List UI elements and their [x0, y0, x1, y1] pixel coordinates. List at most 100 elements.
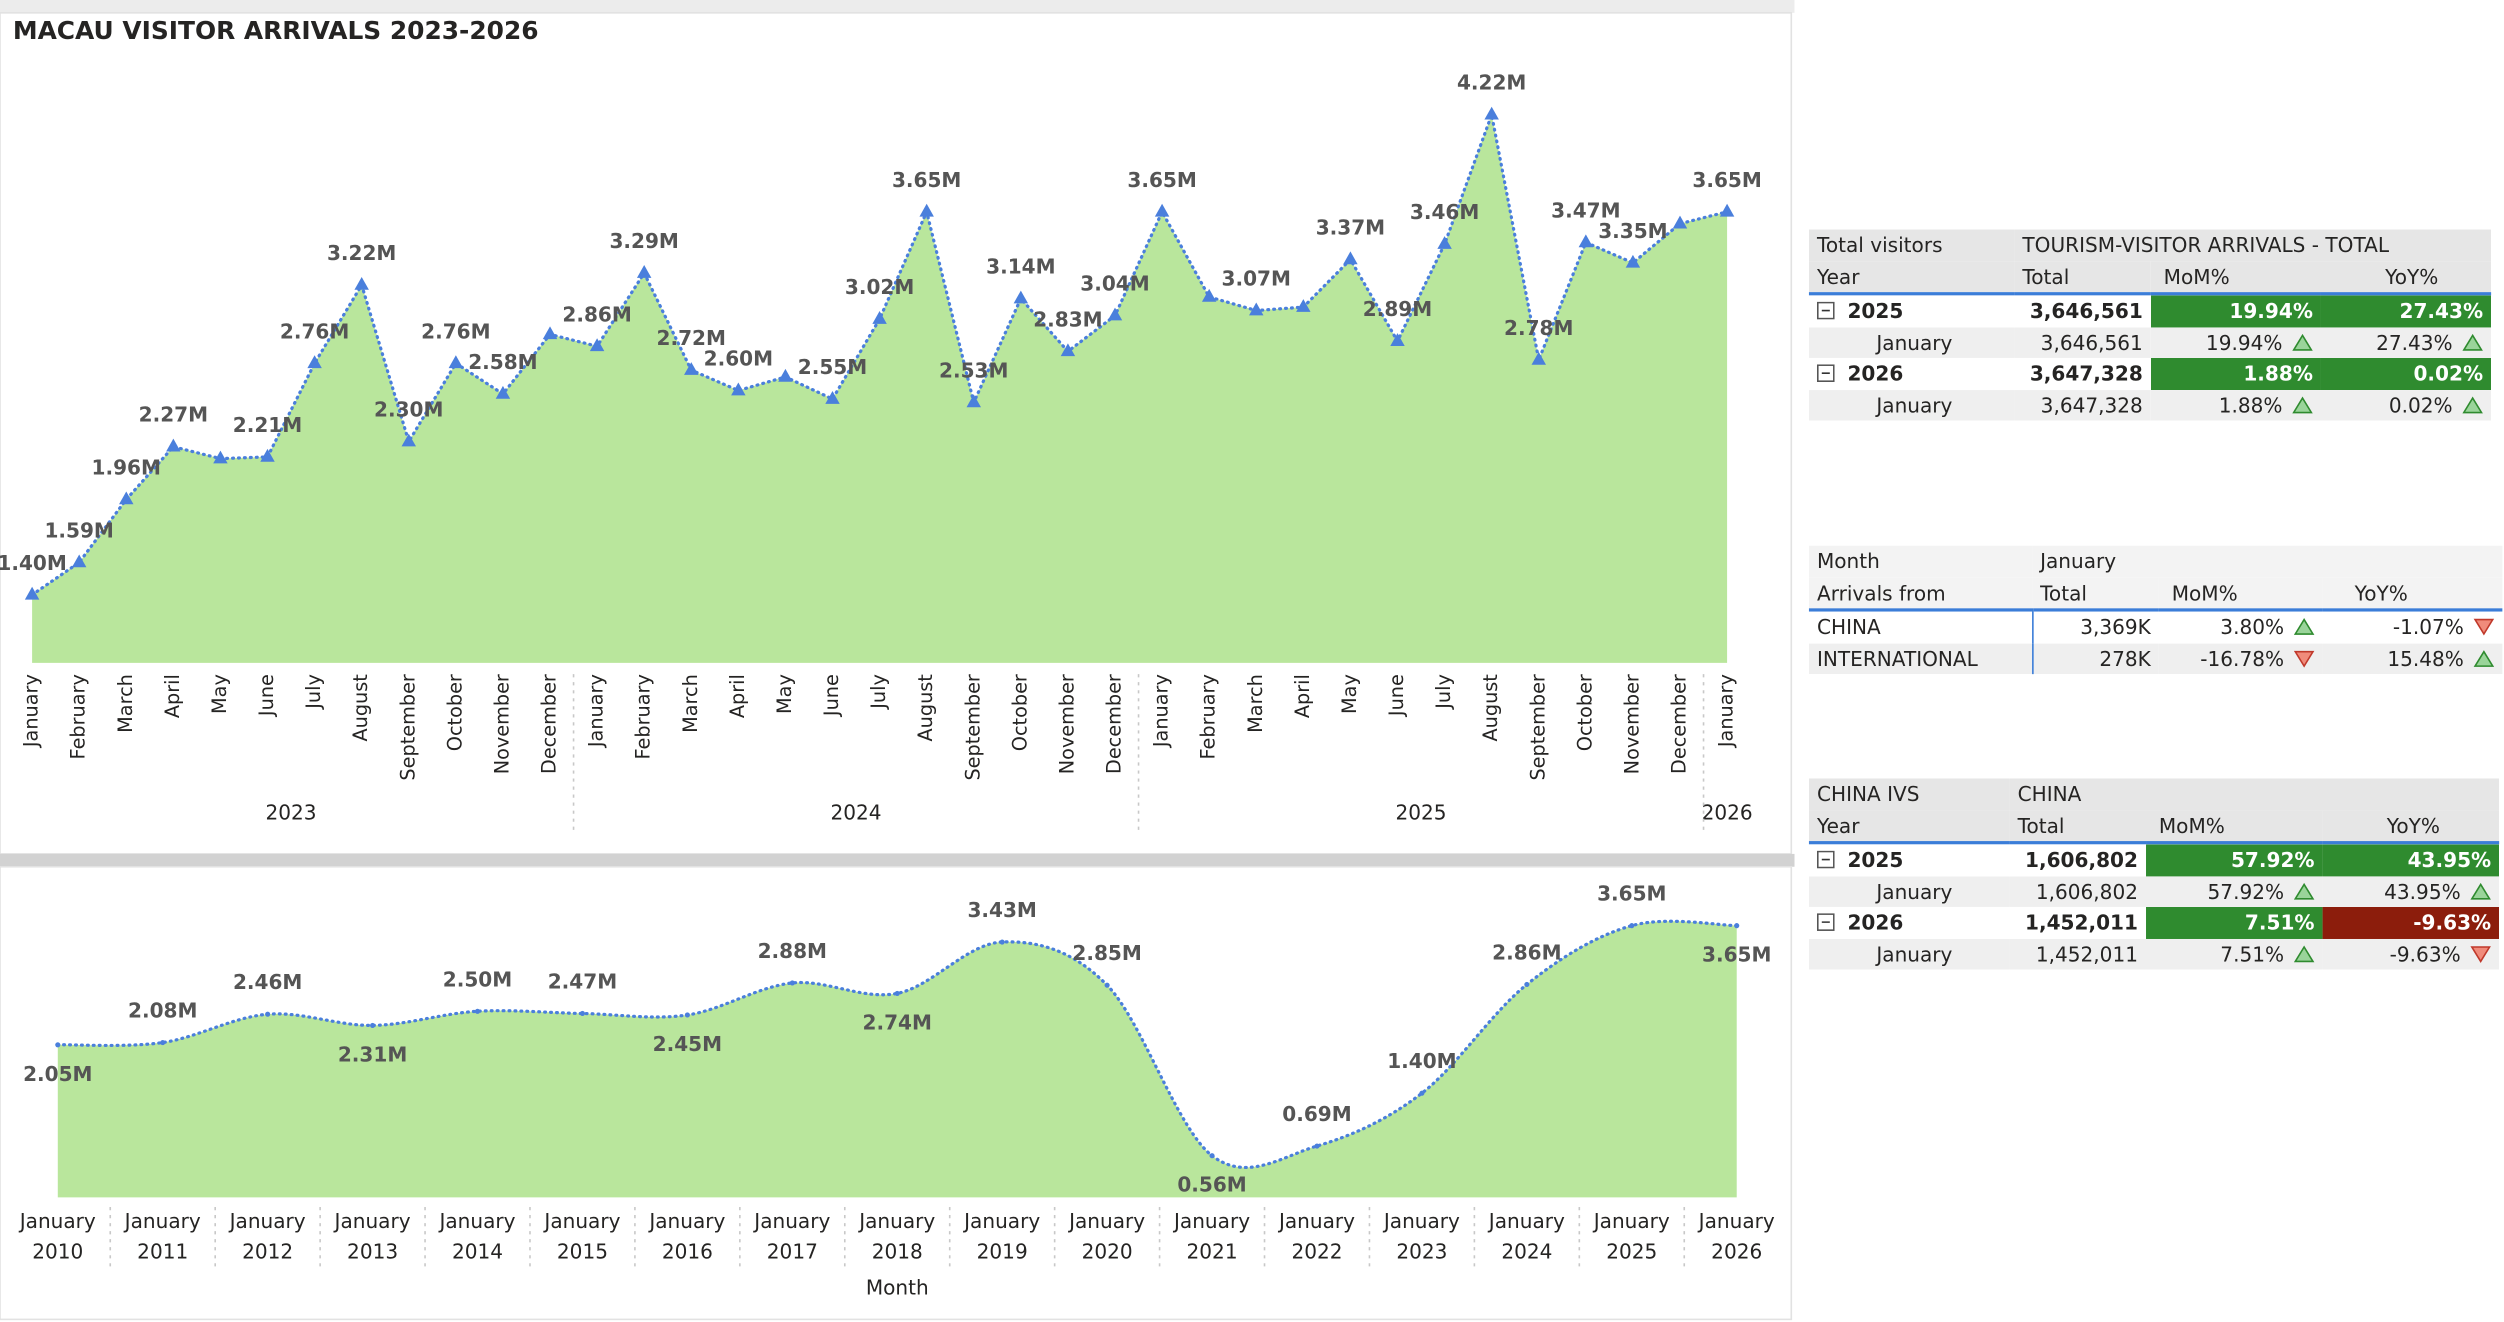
cell: -9.63%	[2322, 938, 2500, 970]
up-arrow	[2293, 945, 2315, 962]
marker	[778, 368, 793, 382]
value-label: 2.86M	[1492, 940, 1561, 964]
up-arrow	[2473, 649, 2495, 667]
marker	[213, 450, 228, 464]
value-label: 2.47M	[548, 969, 617, 993]
arrow-shape	[2292, 333, 2313, 351]
marker	[474, 1008, 481, 1014]
x-tick-label: January	[1715, 674, 1738, 748]
x-tick-label: August	[349, 674, 372, 742]
marker	[1734, 923, 1740, 929]
marker	[160, 1039, 166, 1046]
marker	[1419, 1090, 1425, 1096]
value-label: 3.35M	[1598, 219, 1667, 243]
x-tick-label: September	[396, 674, 419, 780]
value-label: 2.53M	[939, 358, 1008, 382]
marker	[789, 980, 795, 986]
cell: -16.78%	[2158, 642, 2323, 675]
x-tick-label-box: January 2012	[230, 1209, 306, 1264]
child-row: January 3,646,561 19.94% 27.43%	[1808, 326, 2492, 358]
cell: 57.92%	[2146, 875, 2323, 907]
marker	[1249, 302, 1264, 316]
value-label: 2.31M	[338, 1042, 407, 1066]
row: CHINA 3,369K 3.80% -1.07%	[1809, 609, 2503, 643]
value-label: 3.65M	[1597, 882, 1666, 906]
cell: -1.07%	[2323, 610, 2503, 643]
x-tick-label: January	[1150, 674, 1173, 748]
marker	[1578, 234, 1594, 248]
marker	[166, 438, 181, 452]
cell-text: 43.95%	[2384, 879, 2461, 904]
chart-title: MACAU VISITOR ARRIVALS 2023-2026	[13, 16, 539, 45]
cell: CHINA	[1816, 615, 1881, 640]
area	[32, 114, 1728, 663]
cell-text: 57.92%	[2207, 879, 2285, 904]
value-label: 0.56M	[1177, 1173, 1246, 1197]
charts: MACAU VISITOR ARRIVALS 2023-2026 1.40M 1.…	[0, 0, 1795, 1321]
value-label: 3.29M	[609, 229, 678, 253]
x-tick-label-box: January 2023	[1383, 1208, 1460, 1264]
marker	[919, 203, 934, 217]
cell: 3,647,328	[2014, 389, 2151, 421]
marker	[448, 355, 464, 369]
x-tick-label: September	[1526, 674, 1549, 780]
marker	[1484, 106, 1499, 120]
marker	[24, 586, 40, 600]
value-label: 4.22M	[1457, 71, 1526, 95]
value-label: 3.22M	[327, 241, 396, 265]
value-label: 2.86M	[562, 302, 631, 326]
value-label: 2.46M	[233, 970, 302, 994]
header-row: Year Total MoM% YoY%	[1808, 809, 2500, 845]
x-tick-label: January 2013	[334, 1208, 411, 1264]
value-label: 3.14M	[986, 255, 1055, 279]
x-tick-label: March	[114, 674, 137, 733]
cell-text: 19.94%	[2205, 330, 2283, 355]
value-label: 2.27M	[139, 403, 208, 427]
value-label: 2.58M	[468, 350, 537, 374]
collapse-button[interactable]	[1816, 913, 1835, 932]
x-tick-label: January 2019	[964, 1208, 1041, 1264]
x-tick-label: January 2024	[1488, 1208, 1565, 1264]
x-tick-label-box: January 2014	[439, 1209, 515, 1264]
collapse-button[interactable]	[1816, 302, 1835, 320]
table-body: Month January Arrivals from Total MoM% YoY% CH…	[1808, 545, 2503, 675]
marker	[55, 1042, 61, 1048]
header-row: Arrivals from Total MoM% YoY%	[1808, 577, 2503, 612]
x-tick-label: December	[1668, 674, 1691, 774]
x-tick-label: June	[1385, 674, 1408, 717]
x-tick-label: July	[302, 674, 325, 710]
x-tick-label: January 2025	[1593, 1208, 1670, 1264]
header-cell: MoM%	[2146, 809, 2323, 845]
marker	[825, 391, 840, 404]
x-tick-label-box: January 2020	[1069, 1209, 1145, 1264]
header-cell: TOURISM-VISITOR ARRIVALS - TOTAL	[2014, 229, 2492, 261]
value-label: 2.60M	[704, 347, 773, 371]
down-arrow	[2473, 619, 2495, 636]
line	[56, 919, 1739, 1170]
value-label: 2.08M	[128, 999, 197, 1023]
cell: January	[1808, 938, 2010, 970]
cell-text: 2025	[1847, 847, 1904, 872]
cell: 1.88%	[2150, 389, 2321, 421]
value-label: 2.76M	[421, 319, 490, 343]
marker	[636, 265, 652, 278]
x-tick-label: January 2023	[1383, 1208, 1460, 1264]
arrow-shape	[2462, 333, 2483, 351]
value-label: 3.65M	[1702, 943, 1771, 967]
x-tick-label: January 2016	[649, 1208, 726, 1264]
collapse-button[interactable]	[1816, 364, 1835, 383]
up-arrow	[2293, 618, 2315, 636]
divider	[0, 853, 1795, 867]
marker	[401, 433, 416, 447]
x-tick-label: December	[1103, 674, 1126, 774]
marker	[1719, 203, 1735, 217]
cell: 1,606,802	[2025, 847, 2138, 872]
value-label: 2.50M	[443, 967, 512, 991]
collapse-button[interactable]	[1816, 851, 1835, 869]
value-label: 1.59M	[44, 518, 113, 542]
value-label: 3.65M	[892, 168, 961, 192]
header-cell: Total	[2032, 577, 2159, 612]
header-row: Year Total MoM% YoY%	[1808, 260, 2492, 296]
arrow-shape	[2293, 945, 2315, 962]
x-tick-label: January 2017	[754, 1208, 831, 1264]
